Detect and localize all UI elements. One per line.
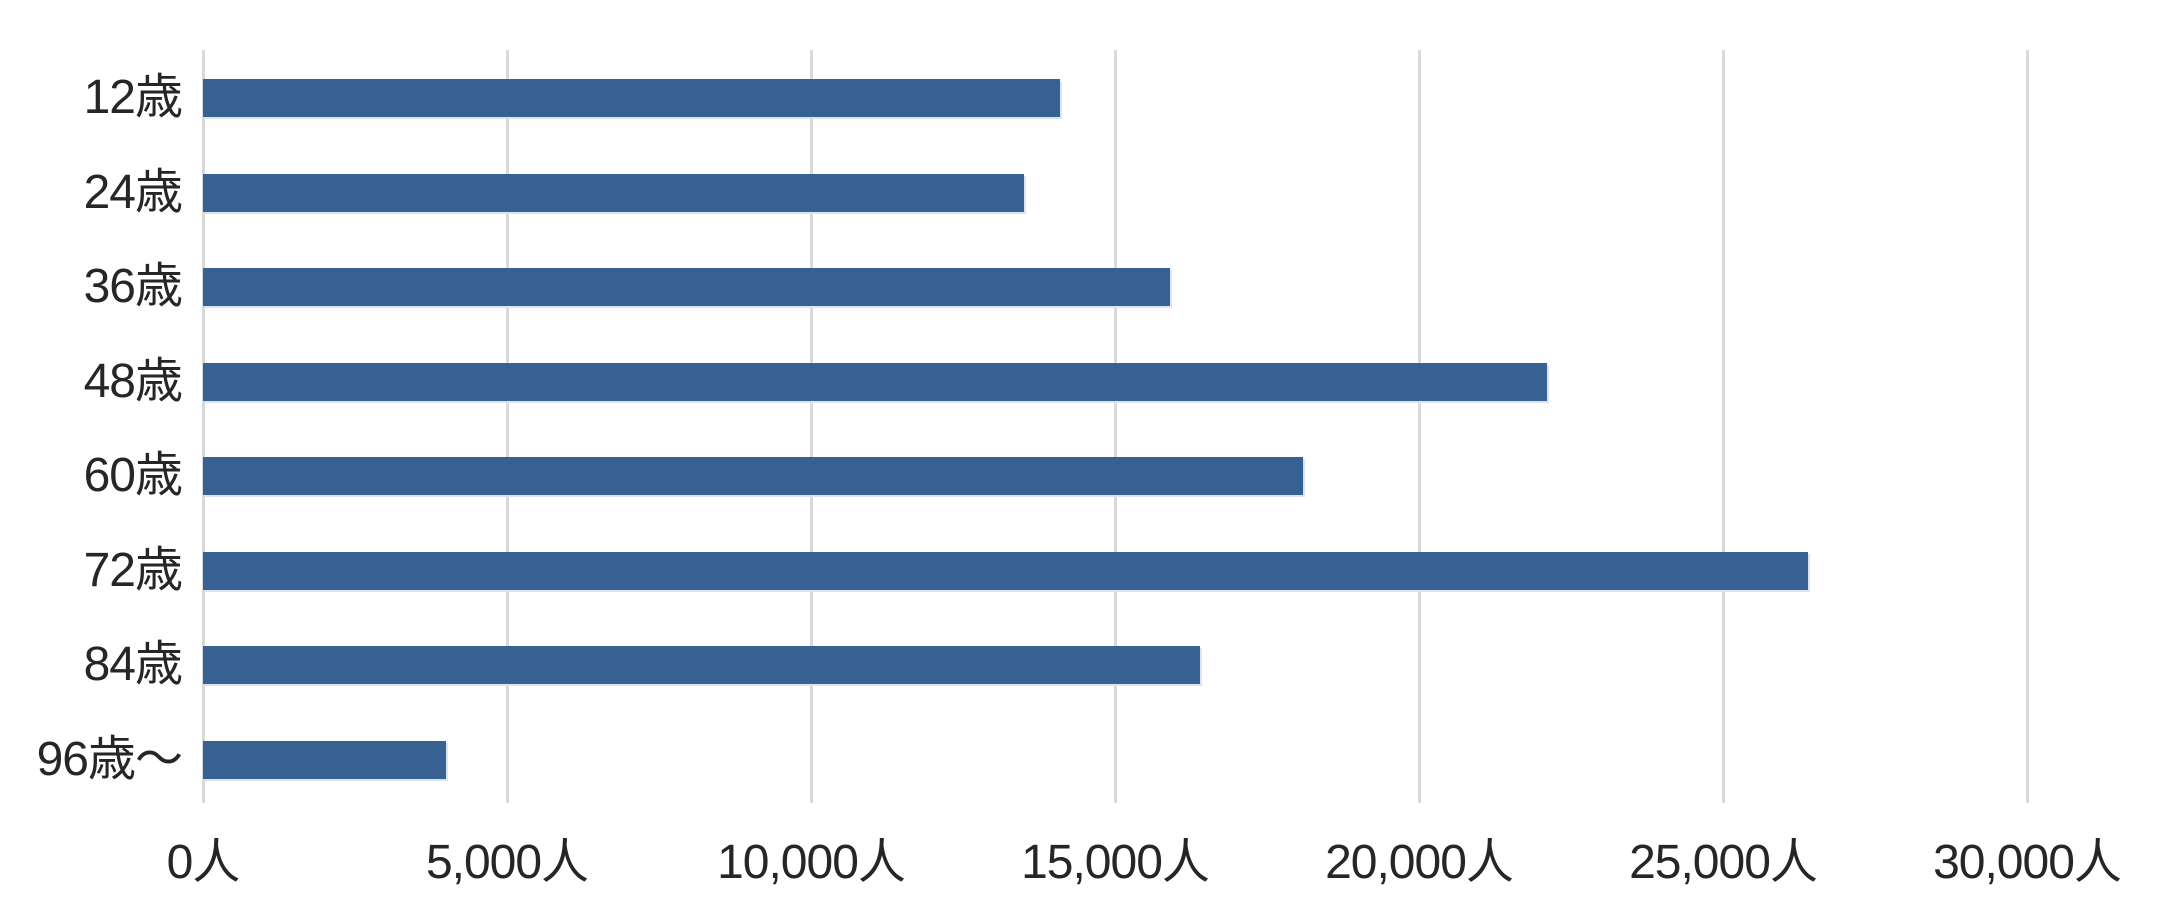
y-tick-label: 12歳 [83, 71, 183, 124]
bar-72歳 [203, 551, 1808, 590]
y-tick-label: 36歳 [83, 260, 183, 313]
y-tick-label: 48歳 [83, 354, 183, 408]
y-tick-label: 24歳 [83, 165, 183, 219]
x-tick-label: 5,000人 [425, 836, 589, 889]
x-tick-label: 15,000人 [1021, 836, 1210, 889]
gridline [1417, 50, 1421, 803]
y-axis-line [201, 50, 205, 803]
bar-36歳 [203, 268, 1170, 306]
gridline [2025, 50, 2029, 803]
y-tick-label: 60歳 [83, 449, 183, 502]
x-tick-label: 30,000人 [1933, 836, 2122, 889]
bar-96歳〜 [203, 740, 446, 779]
gridline [1113, 50, 1117, 803]
bar-24歳 [203, 173, 1024, 212]
gridline [809, 50, 813, 803]
gridline [505, 50, 509, 803]
y-tick-label: 96歳〜 [36, 732, 183, 786]
y-tick-label: 84歳 [83, 638, 183, 691]
x-tick-label: 10,000人 [717, 836, 906, 889]
bar-60歳 [203, 457, 1303, 495]
gridline [1721, 50, 1725, 803]
x-tick-label: 20,000人 [1325, 836, 1514, 889]
bar-48歳 [203, 362, 1547, 401]
x-tick-label: 0人 [166, 836, 241, 889]
y-tick-label: 72歳 [83, 543, 183, 597]
x-tick-label: 25,000人 [1629, 836, 1818, 889]
bar-84歳 [203, 646, 1200, 684]
bar-12歳 [203, 79, 1060, 117]
